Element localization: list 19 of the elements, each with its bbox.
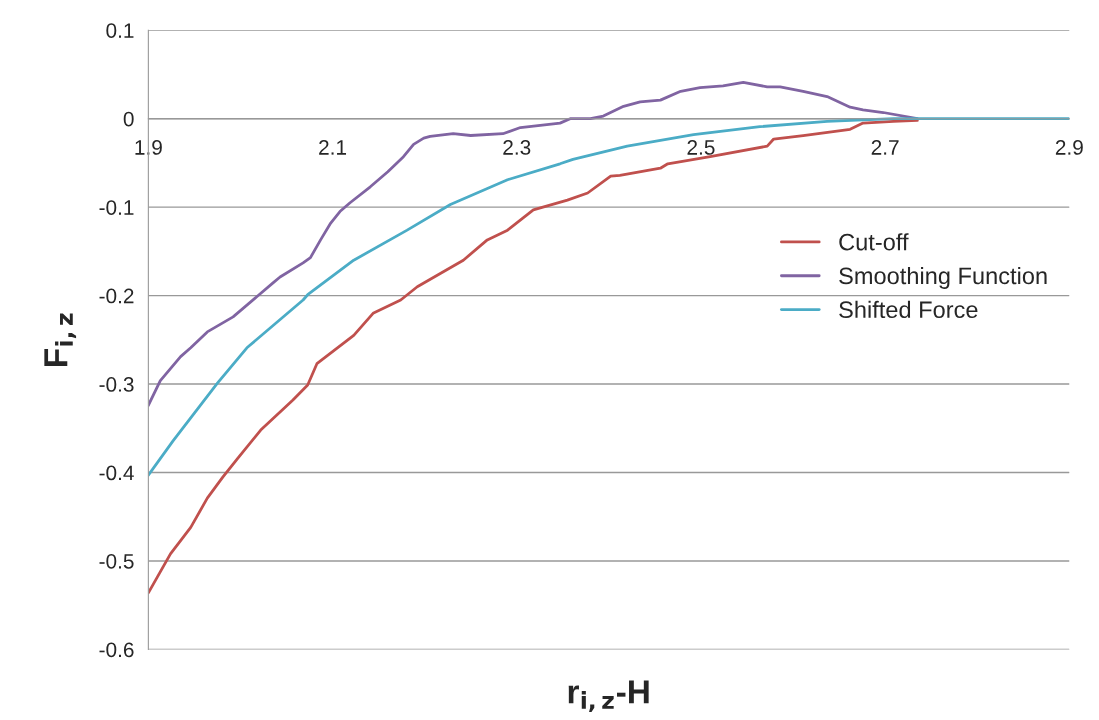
x-tick-label: 2.1 bbox=[319, 140, 347, 155]
y-tick-label: -0.3 bbox=[99, 377, 134, 392]
x-tick-label: 1.9 bbox=[135, 140, 162, 155]
y-tick-label: -0.1 bbox=[99, 200, 134, 215]
y-tick-label: -0.6 bbox=[99, 642, 134, 658]
y-tick-label: 0.1 bbox=[106, 23, 134, 38]
legend-label: Shifted Force bbox=[839, 300, 978, 319]
legend-label: Smoothing Function bbox=[839, 266, 1047, 289]
y-tick-label: 0 bbox=[123, 111, 134, 127]
legend-label: Cut-off bbox=[839, 233, 909, 251]
x-tick-label: 2.9 bbox=[1055, 140, 1083, 155]
x-tick-label: 2.3 bbox=[503, 140, 531, 155]
y-tick-label: -0.4 bbox=[99, 465, 134, 481]
x-tick-label: 2.5 bbox=[687, 140, 715, 155]
y-tick-label: -0.2 bbox=[99, 288, 134, 304]
x-tick-label: 2.7 bbox=[871, 140, 899, 155]
x-axis-title: r$_{i,z}$-H bbox=[568, 680, 649, 713]
y-tick-label: -0.5 bbox=[99, 553, 134, 569]
y-axis-title: F$_{i,z}$ bbox=[44, 313, 77, 366]
